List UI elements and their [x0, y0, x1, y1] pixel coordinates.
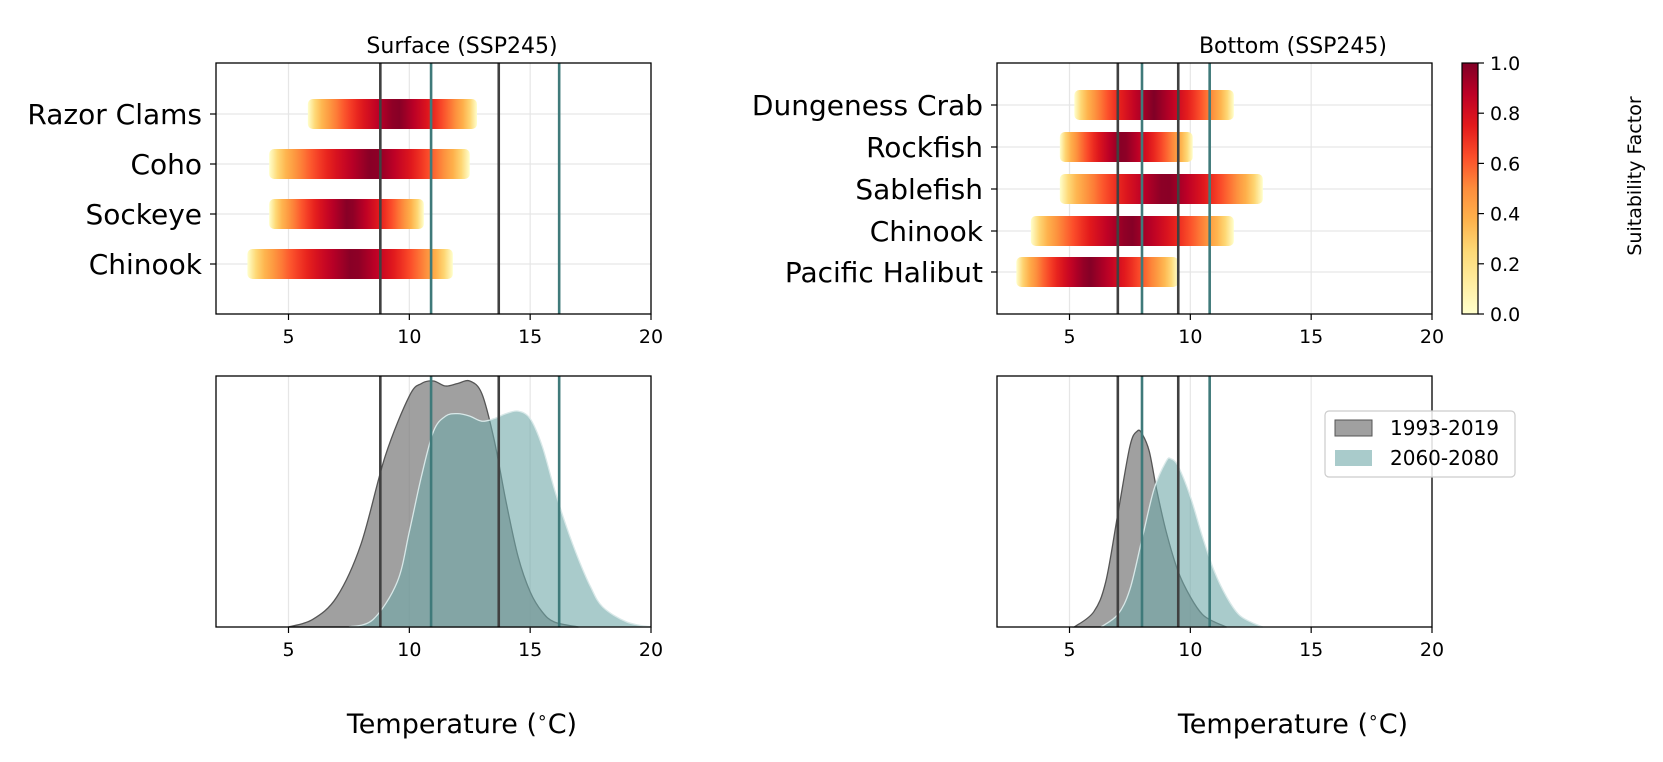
suitability-bar	[307, 99, 477, 129]
legend-label-1993-2019: 1993-2019	[1390, 416, 1499, 440]
x-tick-label: 10	[1178, 326, 1202, 348]
colorbar: 0.0 0.2 0.4 0.6 0.8 1.0	[1461, 53, 1520, 326]
x-tick-label: 15	[518, 326, 542, 348]
colorbar-scale	[1461, 62, 1479, 315]
x-tick-label: 15	[1299, 326, 1323, 348]
category-label: Sockeye	[85, 198, 202, 231]
suitability-bar	[1074, 90, 1234, 120]
celsius-unit: C)	[548, 709, 577, 740]
category-label: Sablefish	[855, 173, 983, 206]
x-tick-label: 5	[282, 326, 294, 348]
x-tick-label: 20	[639, 326, 663, 348]
category-label: Chinook	[89, 248, 203, 281]
legend: 1993-2019 2060-2080	[1324, 410, 1516, 478]
colorbar-tick-label: 0.6	[1490, 153, 1520, 175]
surface-suitability-panel: 5 10 15 20 Razor Clams Coho Sockeye Chinook	[27, 62, 663, 348]
colorbar-tick-label: 0.2	[1490, 254, 1520, 276]
suitability-bar	[247, 249, 453, 279]
surface-density-panel: 5 10 15 20	[215, 375, 663, 661]
suitability-bar	[1016, 257, 1179, 287]
degree-symbol: ∘	[1368, 708, 1379, 728]
bottom-suitability-panel: 5 10 15 20 Dungeness Crab Rockfish Sablefish Ch…	[752, 62, 1444, 348]
axes-frame	[215, 62, 652, 315]
x-tick-label: 10	[397, 326, 421, 348]
x-tick-label: 20	[639, 639, 663, 661]
colorbar-tick-label: 0.4	[1490, 204, 1520, 226]
suitability-bar	[1030, 216, 1234, 246]
colorbar-tick-label: 0.8	[1490, 103, 1520, 125]
bottom-density-panel: 5 10 15 20	[996, 375, 1444, 661]
celsius-unit: C)	[1379, 709, 1408, 740]
x-tick-label: 10	[1178, 639, 1202, 661]
x-tick-label: 5	[1063, 326, 1075, 348]
colorbar-tick-label: 1.0	[1490, 53, 1520, 75]
bottom-title: Bottom (SSP245)	[1199, 34, 1387, 59]
legend-swatch-1993-2019	[1334, 419, 1373, 437]
degree-symbol: ∘	[537, 708, 548, 728]
category-label: Rockfish	[866, 131, 983, 164]
x-tick-label: 5	[1063, 639, 1075, 661]
colorbar-tick-label: 0.0	[1490, 304, 1520, 326]
category-label: Pacific Halibut	[785, 256, 983, 289]
x-tick-label: 15	[1299, 639, 1323, 661]
legend-swatch-2060-2080	[1335, 450, 1372, 466]
suitability-bar	[1059, 132, 1193, 162]
axes-frame	[996, 62, 1433, 315]
axes-frame	[215, 375, 652, 628]
x-tick-label: 20	[1420, 639, 1444, 661]
bottom-xlabel: Temperature (∘C)	[1177, 708, 1408, 740]
colorbar-label: Suitability Factor	[1624, 96, 1646, 255]
x-tick-label: 20	[1420, 326, 1444, 348]
surface-title: Surface (SSP245)	[366, 34, 557, 59]
legend-label-2060-2080: 2060-2080	[1390, 446, 1499, 470]
category-label: Chinook	[870, 215, 984, 248]
axes-frame	[996, 375, 1433, 628]
category-label: Coho	[130, 148, 202, 181]
category-label: Razor Clams	[27, 98, 202, 131]
x-tick-label: 5	[282, 639, 294, 661]
x-tick-label: 10	[397, 639, 421, 661]
suitability-bar	[1059, 174, 1263, 204]
suitability-bar	[269, 199, 424, 229]
suitability-bar	[269, 149, 470, 179]
x-tick-label: 15	[518, 639, 542, 661]
category-label: Dungeness Crab	[752, 89, 983, 122]
surface-xlabel: Temperature (∘C)	[346, 708, 577, 740]
